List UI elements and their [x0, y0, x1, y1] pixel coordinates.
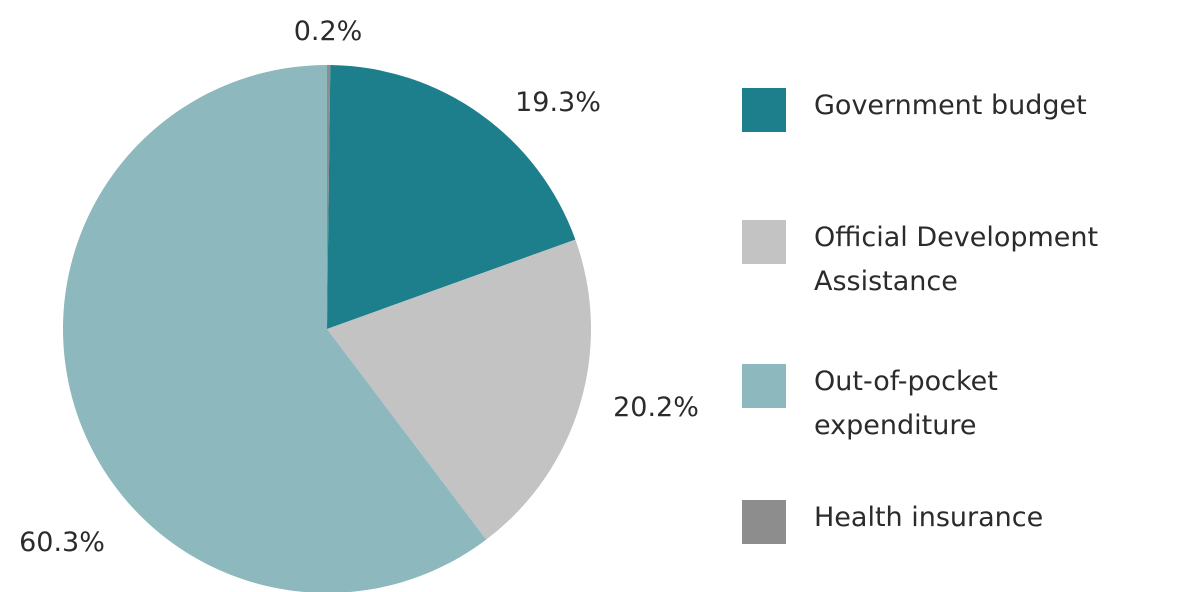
legend-item-out-of-pocket-expenditure: Out-of-pocket expenditure: [742, 360, 1154, 448]
pie-slices: [63, 65, 592, 592]
legend-label-government-budget: Government budget: [814, 90, 1087, 121]
slice-label-health-insurance: 0.2%: [294, 16, 363, 47]
legend-swatch-official-development-assistance: [742, 220, 786, 264]
pie-slice-health-insurance: [327, 65, 331, 329]
legend-item-government-budget: Government budget: [742, 84, 1154, 132]
pie-slice-out-of-pocket-expenditure: [63, 65, 487, 592]
pie-slice-labels: 0.2% 19.3% 20.2% 60.3%: [19, 16, 699, 558]
legend-label-official-development-assistance: Official Development Assistance: [814, 222, 1099, 297]
legend-item-official-development-assistance: Official Development Assistance: [742, 216, 1154, 304]
legend-label-health-insurance: Health insurance: [814, 502, 1044, 533]
legend-item-health-insurance: Health insurance: [742, 496, 1154, 544]
legend-swatch-health-insurance: [742, 500, 786, 544]
legend-swatch-government-budget: [742, 88, 786, 132]
slice-label-government-budget: 19.3%: [515, 87, 601, 118]
slice-label-official-development-assistance: 20.2%: [613, 392, 699, 423]
slice-label-out-of-pocket-expenditure: 60.3%: [19, 527, 105, 558]
pie-slice-government-budget: [327, 65, 576, 329]
legend-swatch-out-of-pocket-expenditure: [742, 364, 786, 408]
pie-slice-official-development-assistance: [327, 239, 592, 540]
legend-label-out-of-pocket-expenditure: Out-of-pocket expenditure: [814, 366, 998, 441]
